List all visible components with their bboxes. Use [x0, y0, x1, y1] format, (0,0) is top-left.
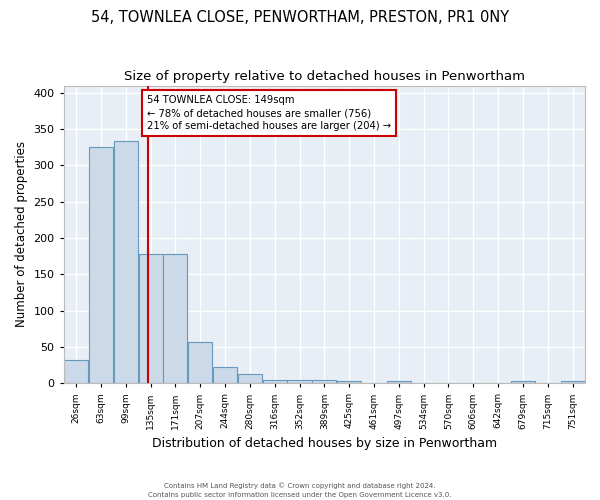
- Bar: [263, 380, 287, 384]
- Bar: [511, 381, 535, 384]
- Bar: [560, 381, 584, 384]
- Bar: [387, 381, 411, 384]
- Bar: [287, 380, 311, 384]
- X-axis label: Distribution of detached houses by size in Penwortham: Distribution of detached houses by size …: [152, 437, 497, 450]
- Title: Size of property relative to detached houses in Penwortham: Size of property relative to detached ho…: [124, 70, 525, 83]
- Bar: [89, 148, 113, 384]
- Bar: [337, 381, 361, 384]
- Bar: [64, 360, 88, 384]
- Y-axis label: Number of detached properties: Number of detached properties: [15, 142, 28, 328]
- Bar: [238, 374, 262, 384]
- Text: 54, TOWNLEA CLOSE, PENWORTHAM, PRESTON, PR1 0NY: 54, TOWNLEA CLOSE, PENWORTHAM, PRESTON, …: [91, 10, 509, 25]
- Bar: [213, 368, 237, 384]
- Bar: [163, 254, 187, 384]
- Bar: [139, 254, 163, 384]
- Text: Contains HM Land Registry data © Crown copyright and database right 2024.
Contai: Contains HM Land Registry data © Crown c…: [148, 482, 452, 498]
- Bar: [188, 342, 212, 384]
- Bar: [313, 380, 337, 384]
- Bar: [114, 140, 138, 384]
- Text: 54 TOWNLEA CLOSE: 149sqm
← 78% of detached houses are smaller (756)
21% of semi-: 54 TOWNLEA CLOSE: 149sqm ← 78% of detach…: [146, 95, 391, 132]
